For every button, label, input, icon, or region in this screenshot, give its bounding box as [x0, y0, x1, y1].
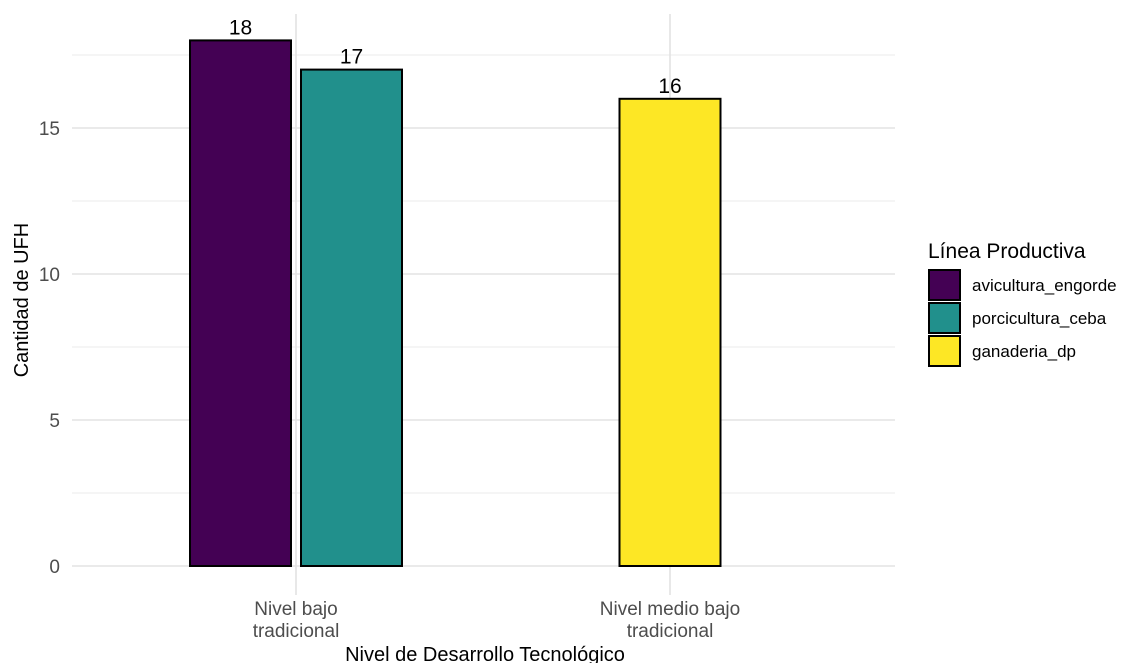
y-axis-ticks: 0 5 10 15	[39, 119, 60, 578]
data-label: 18	[229, 16, 252, 39]
data-label: 17	[340, 46, 363, 69]
data-labels: 18 17 16	[229, 16, 682, 97]
legend-label: porcicultura_ceba	[972, 309, 1107, 328]
y-axis-title: Cantidad de UFH	[11, 223, 33, 378]
x-tick-label: tradicional	[627, 621, 714, 642]
legend-label: ganaderia_dp	[972, 342, 1076, 361]
legend-title: Línea Productiva	[928, 240, 1086, 263]
data-label: 16	[658, 75, 681, 98]
x-tick-label: Nivel bajo	[254, 599, 337, 620]
legend-key-avicultura_engorde	[928, 269, 961, 301]
y-tick-label: 10	[39, 265, 60, 286]
x-tick-label: tradicional	[253, 621, 340, 642]
bar-avicultura_engorde	[189, 39, 292, 567]
bar-ganaderia_dp	[618, 97, 722, 568]
bar-porcicultura_ceba	[300, 68, 403, 567]
y-tick-label: 5	[49, 411, 60, 432]
legend: Línea Productiva avicultura_engordeporci…	[928, 240, 1117, 367]
x-axis-title: Nivel de Desarrollo Tecnológico	[345, 644, 625, 663]
legend-key-ganaderia_dp	[928, 335, 961, 367]
legend-label: avicultura_engorde	[972, 276, 1117, 295]
y-tick-label: 15	[39, 119, 60, 140]
x-tick-label: Nivel medio bajo	[600, 599, 740, 620]
y-tick-label: 0	[49, 557, 60, 578]
legend-key-porcicultura_ceba	[928, 302, 961, 334]
bars	[189, 39, 722, 568]
